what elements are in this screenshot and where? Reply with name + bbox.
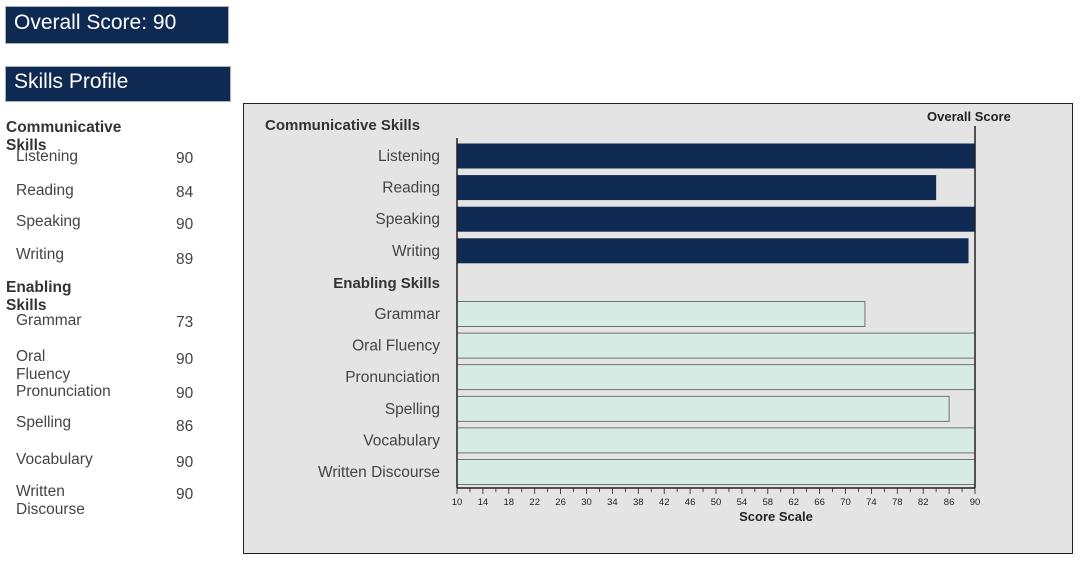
list-item-score: 84: [176, 184, 194, 201]
x-tick-label: 18: [504, 497, 515, 508]
bar-grammar: [456, 301, 866, 327]
enabling-skills-heading: Enabling Skills: [6, 279, 72, 314]
list-item-label: Pronunciation: [16, 383, 111, 400]
bar-category-label: Written Discourse: [318, 464, 440, 481]
bar-written-discourse: [456, 459, 976, 485]
list-item-label: Grammar: [16, 312, 82, 329]
reference-line-label: Overall Score: [927, 109, 1011, 124]
x-tick-label: 30: [581, 497, 592, 508]
overall-score-banner: Overall Score: 90: [5, 6, 229, 44]
skills-chart-panel: Communicative Skills Listening Reading Spea…: [243, 103, 1073, 554]
overall-score-value: 90: [152, 11, 177, 34]
x-tick-label: 26: [555, 497, 566, 508]
list-item-score: 90: [176, 385, 194, 402]
x-tick-label: 46: [685, 497, 696, 508]
list-item-label: Writing: [16, 246, 64, 263]
group-heading: Communicative Skills: [265, 117, 420, 134]
bar-category-label: Speaking: [375, 211, 440, 228]
x-tick-label: 54: [737, 497, 748, 508]
bar-pronunciation: [456, 364, 976, 391]
bar-reading: [457, 175, 937, 201]
x-axis-title: Score Scale: [739, 509, 813, 524]
bar-category-label: Oral Fluency: [352, 338, 440, 355]
bar-category-label: Spelling: [385, 401, 440, 418]
x-tick-label: 78: [892, 497, 903, 508]
bar-speaking: [457, 206, 975, 232]
skills-bar-chart: Communicative Skills Listening Reading Spea…: [265, 109, 1011, 524]
bar-category-label: Vocabulary: [363, 432, 440, 449]
x-tick-label: 14: [478, 497, 489, 508]
skills-profile-banner: Skills Profile: [5, 66, 231, 102]
x-tick-label: 42: [659, 497, 670, 508]
list-item-label: Reading: [16, 182, 74, 199]
list-item-score: 90: [176, 150, 194, 167]
list-item-score: 86: [176, 418, 194, 435]
list-item-score: 90: [176, 351, 194, 368]
bar-vocabulary: [456, 427, 976, 454]
list-item-label: Vocabulary: [16, 451, 93, 468]
bar-category-label: Listening: [378, 148, 440, 165]
x-tick-label: 82: [918, 497, 929, 508]
overall-score-label: Overall Score:: [14, 11, 148, 34]
x-tick-label: 58: [763, 497, 774, 508]
group-heading: Enabling Skills: [333, 275, 440, 292]
x-tick-label: 66: [814, 497, 825, 508]
x-tick-label: 50: [711, 497, 722, 508]
communicative-skills-heading: Communicative Skills: [6, 119, 122, 154]
bar-category-label: Writing: [392, 243, 440, 260]
bar-writing: [457, 238, 969, 264]
list-item-label: Spelling: [16, 414, 72, 431]
list-item-label: Listening: [16, 148, 79, 165]
x-tick-label: 38: [633, 497, 644, 508]
x-tick-label: 62: [788, 497, 799, 508]
list-item-score: 73: [176, 314, 194, 331]
list-item-score: 90: [176, 486, 194, 503]
bar-spelling: [456, 395, 950, 422]
bar-category-label: Reading: [382, 180, 440, 197]
list-item-label: Oral Fluency: [16, 348, 71, 383]
bar-category-label: Pronunciation: [345, 369, 440, 386]
bar-listening: [457, 143, 975, 169]
x-tick-label: 34: [607, 497, 618, 508]
list-item-score: 90: [176, 454, 194, 471]
x-tick-label: 22: [529, 497, 540, 508]
x-tick-label: 70: [840, 497, 851, 508]
x-tick-label: 74: [866, 497, 877, 508]
bar-category-label: Grammar: [375, 306, 440, 323]
list-item-label: Written Discourse: [16, 483, 85, 518]
x-tick-label: 90: [970, 497, 981, 508]
x-tick-label: 10: [452, 497, 463, 508]
bar-oral-fluency: [456, 332, 976, 359]
list-item-label: Speaking: [16, 213, 81, 230]
x-tick-label: 86: [944, 497, 955, 508]
list-item-score: 89: [176, 251, 194, 268]
list-item-score: 90: [176, 216, 194, 233]
